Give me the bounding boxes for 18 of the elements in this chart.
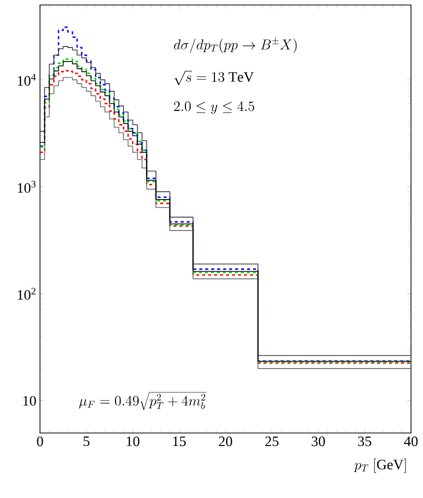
x-tick-label: 40 [404,436,418,446]
x-tick-label: 10 [126,436,140,446]
y-tick-label: 10$^{4}$ [18,74,36,86]
x-tick-label: 5 [84,436,90,446]
y-tick-label: 10$^{3}$ [18,180,36,193]
annotation: $2.0\leq y\leq 4.5$ [174,101,254,114]
annotation: $d\sigma/dp_T(pp\rightarrow B^{\pm}X)$ [174,38,297,53]
x-tick-label: 20 [218,436,232,446]
x-tick-label: 0 [36,436,44,446]
x-tick-label: 15 [173,436,186,446]
x-tick-label: 30 [312,436,325,446]
x-axis-title: $p_T\ [\mathrm{GeV}]$ [354,458,406,473]
y-tick-label: 10 [23,396,36,406]
y-tick-label: 10$^{2}$ [18,288,36,300]
x-tick-label: 35 [358,436,372,446]
annotation: $\sqrt{s}=13\ \mathrm{TeV}$ [174,70,254,86]
x-tick-label: 25 [265,436,278,446]
annotation: $\mu_F=0.49\sqrt{p_T^2+4m_b^2}$ [79,392,206,410]
